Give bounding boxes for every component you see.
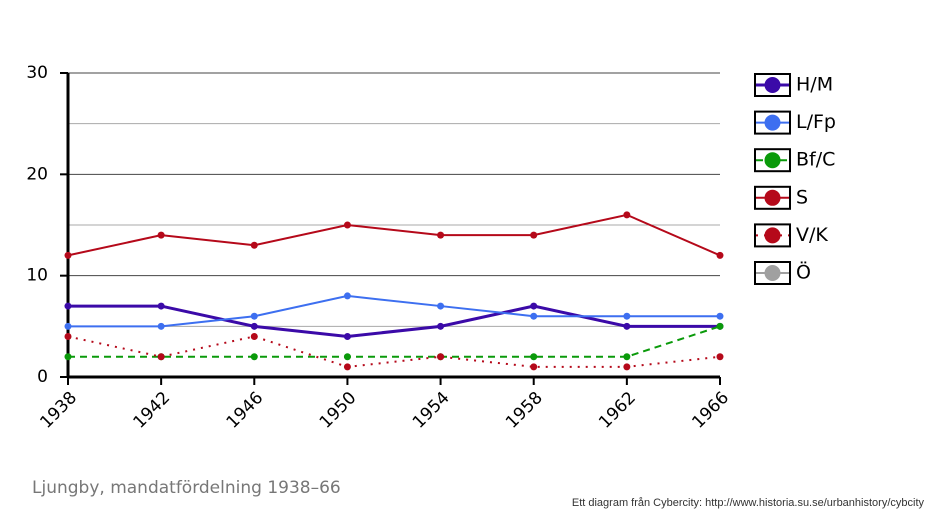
data-point [343,332,351,340]
data-point [250,322,258,330]
credit: Ett diagram från Cybercity: http://www.h… [572,497,925,509]
data-point [343,292,351,300]
series-line [67,213,721,257]
legend-label: Bf/C [796,149,835,171]
y-tick-label: 0 [37,367,48,387]
data-point [437,322,445,330]
legend-label: V/K [796,224,828,246]
legend-label: S [796,186,808,208]
data-point [64,353,72,361]
x-tick-label: 1938 [36,388,81,433]
data-point [157,353,165,361]
y-tick-label: 20 [26,164,48,184]
data-point [250,241,258,249]
x-tick-label: 1958 [502,388,547,433]
legend-label: Ö [796,261,811,284]
series-line [68,304,720,338]
data-point [623,312,631,320]
data-point [716,251,724,259]
x-tick-label: 1950 [316,388,361,433]
data-point [716,353,724,361]
data-point [64,332,72,340]
data-point [623,211,631,219]
caption: Ljungby, mandatfördelning 1938–66 [32,478,341,498]
data-point [157,322,165,330]
data-point [623,353,631,361]
series-line [67,335,721,368]
data-point [157,302,165,310]
data-point [343,363,351,371]
data-point [64,302,72,310]
x-tick-label: 1966 [688,388,733,433]
data-point [64,322,72,330]
y-tick-label: 30 [26,63,48,83]
data-point [437,302,445,310]
legend-marker [764,114,781,131]
data-point [623,322,631,330]
data-point [716,312,724,320]
legend-marker [764,189,781,206]
data-point [343,221,351,229]
series-line [68,294,720,328]
data-point [250,353,258,361]
x-tick-label: 1962 [595,388,640,433]
x-tick-label: 1946 [223,388,268,433]
data-point [250,312,258,320]
data-point [530,231,538,239]
data-point [157,231,165,239]
legend-marker [764,77,781,93]
x-tick-label: 1954 [409,388,454,433]
data-point [437,231,445,239]
data-point [716,322,724,330]
data-point [530,353,538,361]
data-point [437,353,445,361]
series-line [68,325,721,358]
x-tick-label: 1942 [129,388,174,433]
data-point [250,332,258,340]
legend-marker [764,152,781,169]
y-tick-label: 10 [26,266,48,286]
legend-label: L/Fp [796,111,836,133]
data-point [530,312,538,320]
data-point [623,363,631,371]
data-point [343,353,351,361]
legend-label: H/M [796,74,833,96]
data-point [530,302,538,310]
data-point [64,251,72,259]
legend-marker [764,265,781,281]
legend-marker [764,227,781,244]
data-point [530,363,538,371]
